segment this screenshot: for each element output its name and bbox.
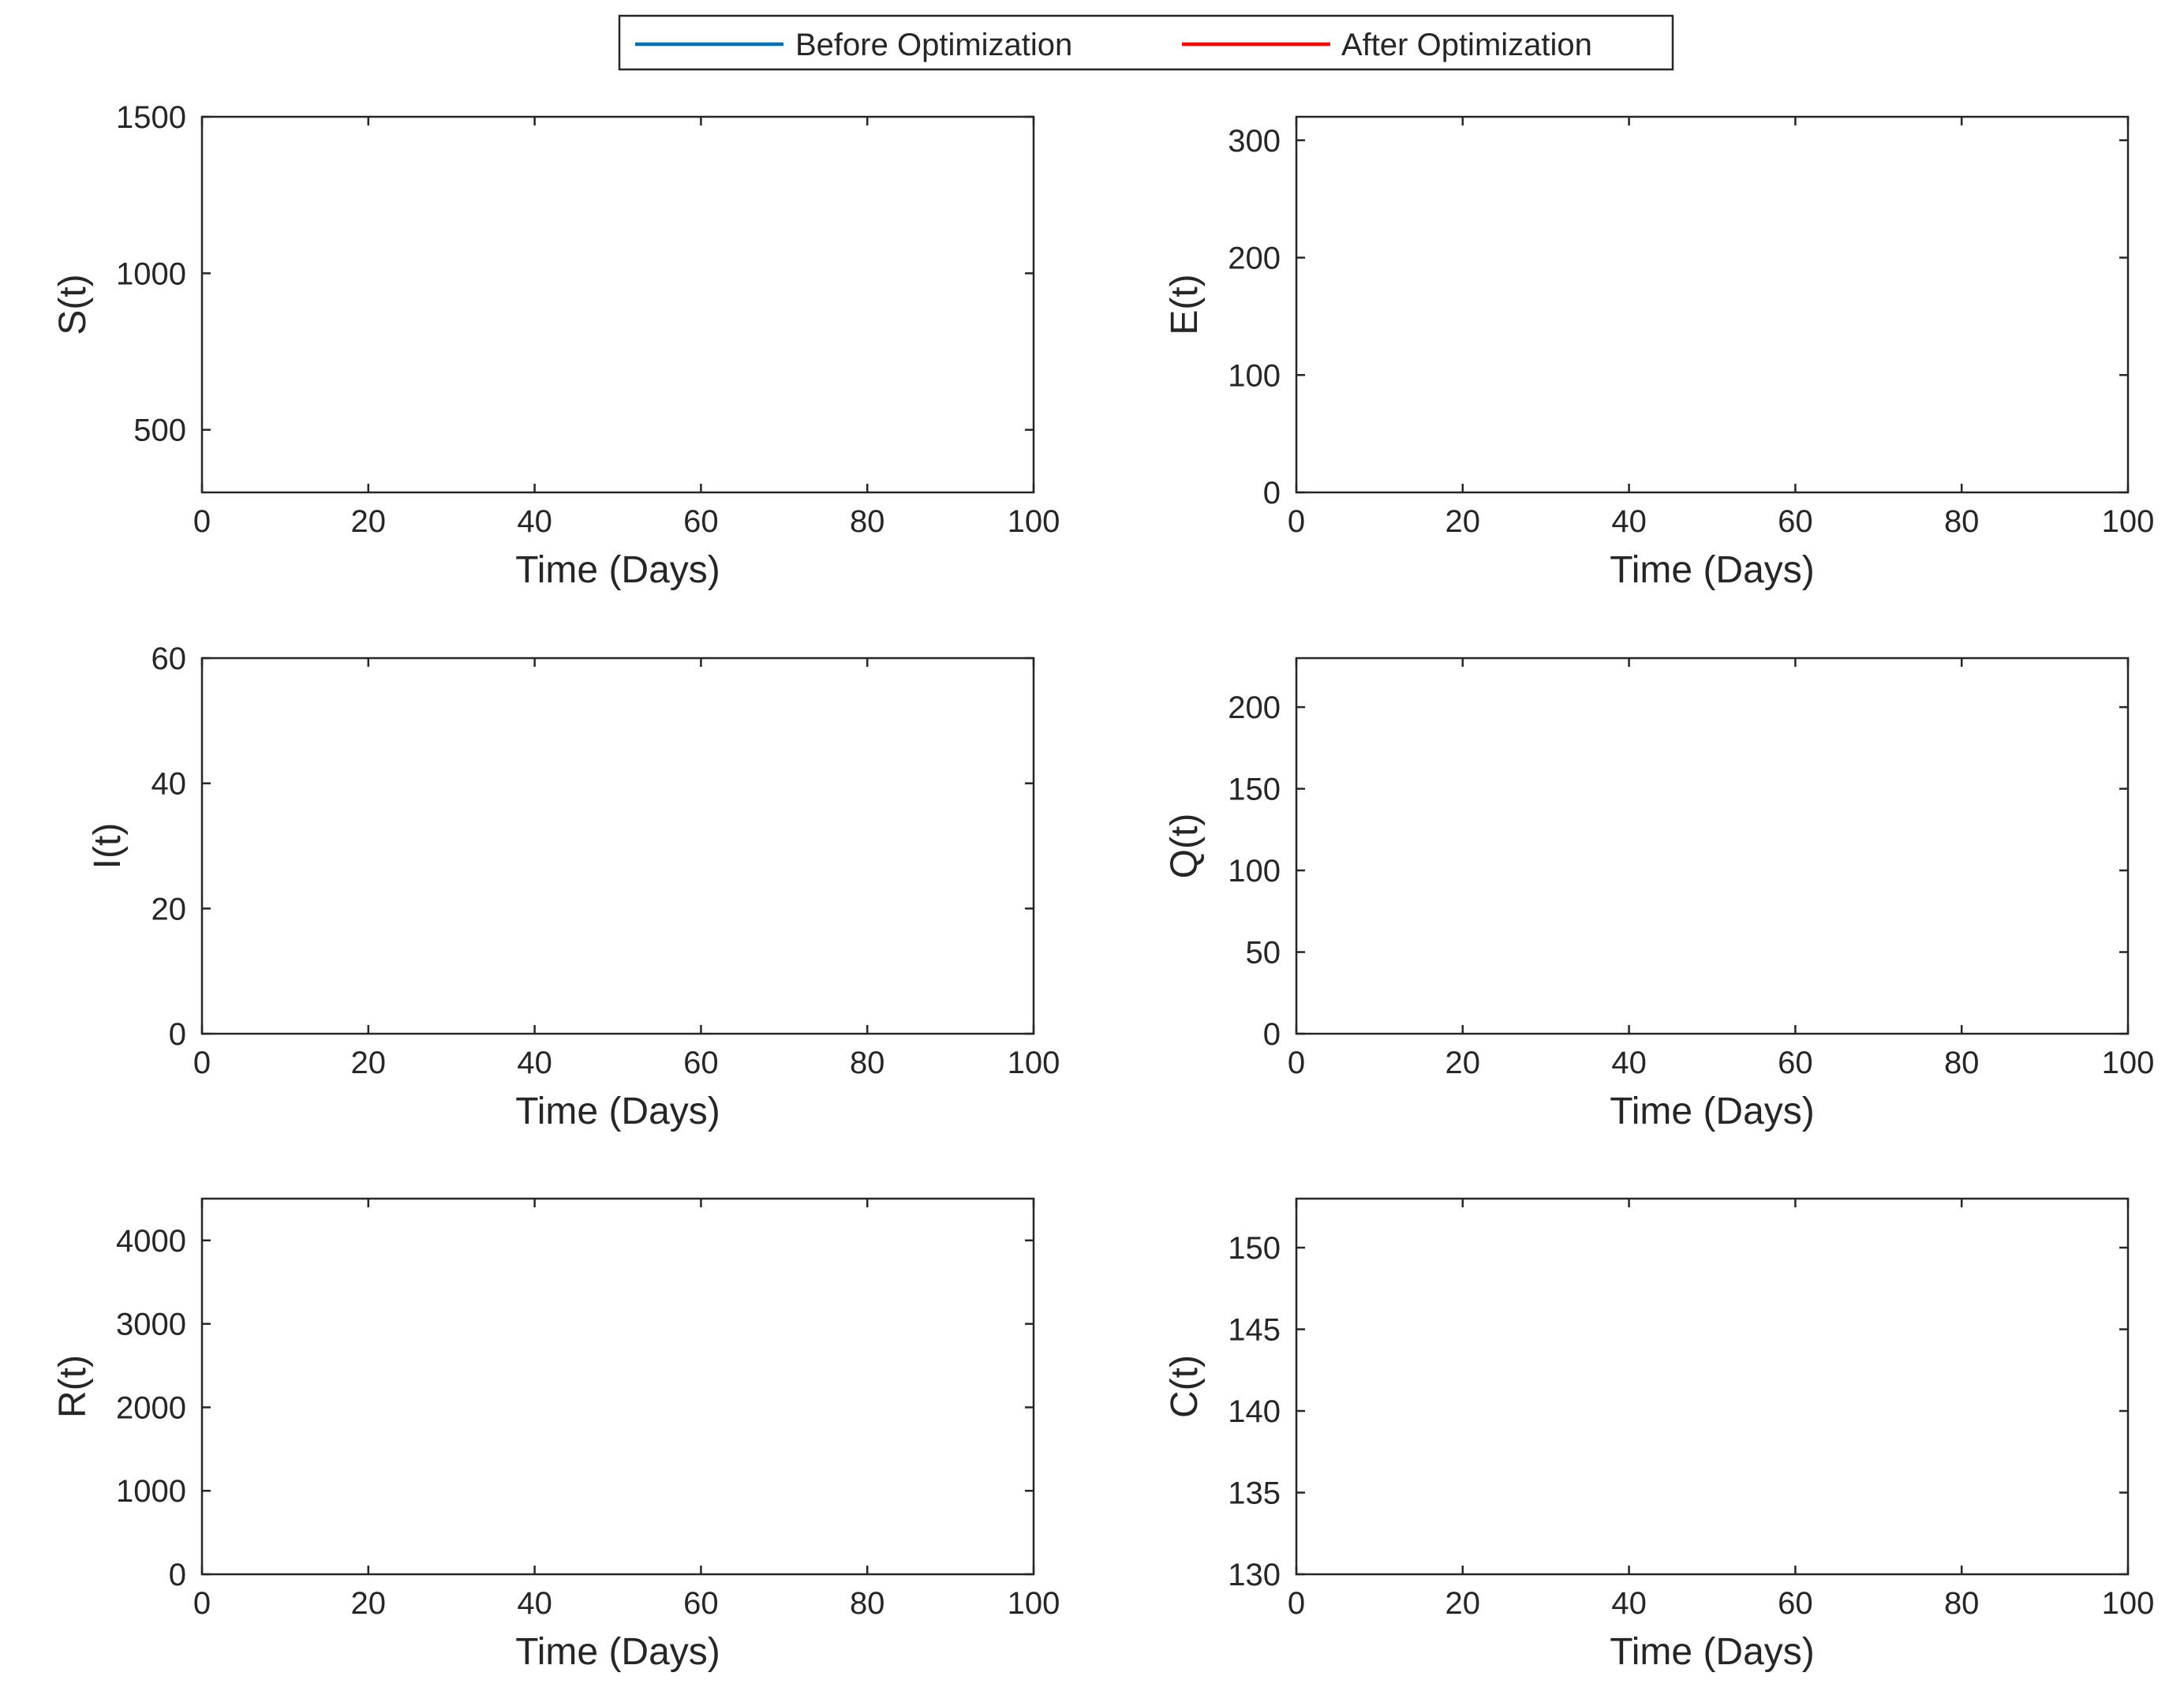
x-tick-label: 80 <box>850 504 885 539</box>
x-tick-label: 80 <box>1944 1586 1980 1621</box>
x-tick-label: 100 <box>2102 1586 2155 1621</box>
y-tick-label: 1000 <box>116 256 186 291</box>
x-tick-label: 80 <box>850 1586 885 1621</box>
y-tick-label: 100 <box>1228 854 1281 889</box>
axes-frame-s <box>200 115 1035 494</box>
x-axis-label-s: Time (Days) <box>515 549 720 591</box>
y-tick-label: 0 <box>1263 1017 1281 1052</box>
x-tick-label: 100 <box>2102 1046 2155 1080</box>
x-tick-label: 80 <box>1944 1046 1980 1080</box>
x-tick-label: 20 <box>1445 1046 1481 1080</box>
x-axis-label-c: Time (Days) <box>1610 1631 1815 1673</box>
y-tick-label: 2000 <box>116 1390 186 1425</box>
y-tick-label: 1000 <box>116 1474 186 1509</box>
x-tick-label: 20 <box>351 1046 387 1080</box>
subplot-q: 0 20 40 60 80 100 0 50 100 150 200 Time (Days) Q(t) <box>1164 657 2155 1132</box>
x-tick-label: 40 <box>517 1046 552 1080</box>
x-tick-label: 60 <box>1778 504 1813 539</box>
x-tick-label: 40 <box>517 504 552 539</box>
x-tick-label: 60 <box>1778 1586 1813 1621</box>
legend-label-before: Before Optimization <box>795 28 1072 62</box>
axes-frame-c <box>1295 1197 2130 1576</box>
x-tick-label: 0 <box>193 1586 211 1621</box>
y-tick-label: 20 <box>151 892 187 926</box>
y-tick-label: 200 <box>1228 241 1281 276</box>
y-axis-label-r: R(t) <box>52 1355 94 1418</box>
axes-frame-r <box>200 1197 1035 1576</box>
y-tick-label: 40 <box>151 767 187 802</box>
y-tick-label: 150 <box>1228 773 1281 807</box>
x-tick-label: 80 <box>1944 504 1980 539</box>
legend: Before Optimization After Optimization <box>618 14 1674 71</box>
x-tick-label: 40 <box>1611 1586 1647 1621</box>
x-tick-label: 100 <box>2102 504 2155 539</box>
y-tick-label: 0 <box>1263 476 1281 511</box>
x-tick-label: 100 <box>1008 1046 1060 1080</box>
y-tick-label: 500 <box>133 413 186 448</box>
y-tick-label: 3000 <box>116 1308 186 1342</box>
y-tick-label: 200 <box>1228 690 1281 725</box>
x-tick-label: 60 <box>683 1586 719 1621</box>
x-tick-label: 60 <box>683 1046 719 1080</box>
x-tick-label: 20 <box>1445 1586 1481 1621</box>
subplot-s: 0 20 40 60 80 100 500 1000 1500 Time (Days) S(t) <box>52 100 1060 591</box>
y-tick-label: 100 <box>1228 358 1281 393</box>
x-tick-label: 0 <box>193 504 211 539</box>
y-tick-label: 140 <box>1228 1394 1281 1429</box>
y-axis-label-i: I(t) <box>87 823 129 870</box>
subplot-c: 0 20 40 60 80 100 130 135 140 145 150 Time (Days) C(… <box>1164 1197 2155 1673</box>
axes-frame-e <box>1295 115 2130 494</box>
y-tick-label: 145 <box>1228 1313 1281 1348</box>
axes-frame-i <box>200 657 1035 1035</box>
x-tick-label: 20 <box>1445 504 1481 539</box>
x-tick-label: 20 <box>351 504 387 539</box>
y-tick-label: 0 <box>169 1558 186 1592</box>
x-tick-label: 60 <box>1778 1046 1813 1080</box>
y-tick-label: 300 <box>1228 124 1281 159</box>
x-tick-label: 0 <box>1288 1586 1305 1621</box>
x-tick-label: 60 <box>683 504 719 539</box>
x-tick-label: 0 <box>193 1046 211 1080</box>
y-tick-label: 130 <box>1228 1558 1281 1592</box>
x-axis-label-i: Time (Days) <box>515 1091 720 1132</box>
axes-frame-q <box>1295 657 2130 1035</box>
subplot-i: 0 20 40 60 80 100 0 20 40 60 Time (Days) I(t) <box>87 642 1060 1132</box>
x-tick-label: 100 <box>1008 1586 1060 1621</box>
y-tick-label: 150 <box>1228 1231 1281 1266</box>
x-tick-label: 40 <box>1611 1046 1647 1080</box>
y-axis-label-q: Q(t) <box>1164 814 1206 879</box>
y-tick-label: 4000 <box>116 1224 186 1259</box>
legend-label-after: After Optimization <box>1341 28 1592 62</box>
x-tick-label: 0 <box>1288 1046 1305 1080</box>
x-tick-label: 40 <box>517 1586 552 1621</box>
x-tick-label: 40 <box>1611 504 1647 539</box>
y-tick-label: 50 <box>1246 936 1281 971</box>
legend-box <box>618 14 1674 71</box>
x-axis-label-r: Time (Days) <box>515 1631 720 1673</box>
x-tick-label: 80 <box>850 1046 885 1080</box>
subplot-e: 0 20 40 60 80 100 0 100 200 300 Time (Days) E(t) <box>1164 115 2155 591</box>
y-axis-label-c: C(t) <box>1164 1355 1206 1418</box>
y-axis-label-s: S(t) <box>52 274 94 335</box>
y-tick-label: 135 <box>1228 1476 1281 1511</box>
y-tick-label: 1500 <box>116 100 186 135</box>
x-tick-label: 100 <box>1008 504 1060 539</box>
y-tick-label: 60 <box>151 642 187 676</box>
x-tick-label: 20 <box>351 1586 387 1621</box>
x-axis-label-q: Time (Days) <box>1610 1091 1815 1132</box>
y-tick-label: 0 <box>169 1017 186 1052</box>
x-tick-label: 0 <box>1288 504 1305 539</box>
x-axis-label-e: Time (Days) <box>1610 549 1815 591</box>
y-axis-label-e: E(t) <box>1164 274 1206 335</box>
